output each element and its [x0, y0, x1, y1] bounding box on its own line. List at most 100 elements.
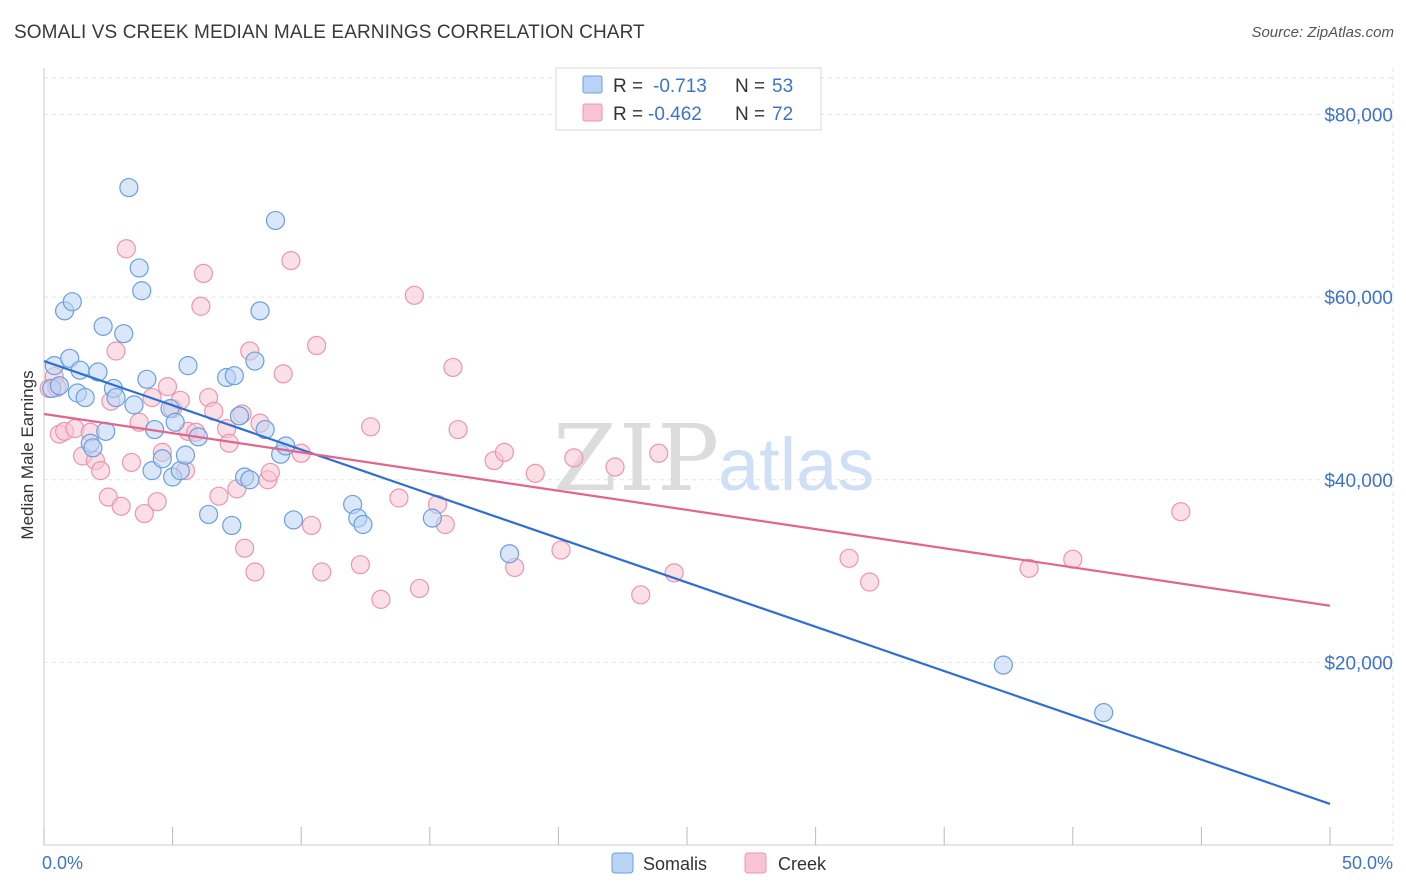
watermark: ZIP atlas [553, 405, 874, 512]
somalis-point [165, 412, 185, 432]
creek-point [409, 578, 430, 599]
creek-point [312, 562, 332, 582]
creek-point [116, 239, 136, 259]
creek-point [448, 419, 468, 440]
creek-point [307, 335, 327, 356]
somalis-point [422, 508, 442, 528]
somalis-point [499, 544, 520, 564]
creek-point [1171, 502, 1191, 522]
creek-point [273, 364, 293, 384]
somalis-point [1094, 703, 1114, 723]
bottom-legend-somalis: Somalis [643, 854, 707, 874]
somalis-point [245, 351, 265, 371]
source-label: Source: ZipAtlas.com [1251, 24, 1394, 41]
creek-point [631, 585, 651, 605]
legend-n-label-2: N = [735, 104, 765, 125]
somalis-point [49, 376, 70, 396]
somalis-point [255, 419, 275, 440]
chart-title: SOMALI VS CREEK MEDIAN MALE EARNINGS COR… [14, 22, 645, 43]
somalis-point [240, 470, 260, 490]
somalis-trend-line [43, 360, 1331, 805]
series-legend: Somalis Creek [611, 852, 827, 874]
somalis-point [222, 515, 242, 536]
creek-point [443, 357, 463, 378]
trend-lines [43, 360, 1331, 805]
somalis-point [114, 324, 134, 344]
creek-point [191, 296, 211, 316]
legend-r-value-1: -0.713 [653, 76, 707, 97]
creek-point [121, 452, 142, 473]
y-tick-label: $80,000 [1324, 106, 1393, 127]
creek-point [209, 486, 229, 506]
somalis-point [224, 366, 244, 386]
creek-point [860, 572, 880, 592]
creek-trend-line [43, 412, 1331, 607]
somalis-point [83, 438, 103, 458]
creek-point [494, 442, 514, 462]
bottom-swatch-creek [744, 852, 767, 874]
creek-point [525, 463, 545, 483]
somalis-points [42, 177, 1114, 723]
somalis-point [132, 281, 152, 301]
somalis-point [137, 369, 157, 389]
creek-point [551, 540, 571, 560]
creek-point [389, 488, 409, 508]
creek-point [235, 538, 255, 558]
correlation-legend: R = -0.713 N = 53 R = -0.462 N = 72 [555, 67, 822, 131]
y-tick-label: $20,000 [1324, 653, 1393, 674]
legend-r-label-1: R = [613, 76, 643, 97]
y-axis-title: Median Male Earnings [18, 370, 37, 539]
legend-n-value-2: 72 [772, 104, 793, 125]
y-tick-labels: $20,000 $40,000 $60,000 $80,000 [1324, 106, 1393, 675]
legend-r-label-2: R = [613, 104, 643, 125]
creek-point [371, 589, 391, 609]
legend-n-label-1: N = [735, 76, 765, 97]
y-tick-label: $40,000 [1324, 471, 1393, 492]
creek-point [193, 263, 214, 284]
somalis-point [175, 445, 196, 465]
creek-point [281, 251, 301, 271]
creek-point [564, 448, 584, 468]
creek-point [106, 341, 126, 361]
legend-swatch-creek [582, 103, 603, 122]
creek-point [404, 285, 424, 305]
creek-point [134, 503, 154, 524]
creek-point [649, 443, 669, 463]
somalis-point [119, 177, 139, 198]
creek-point [157, 377, 178, 397]
somalis-point [124, 395, 144, 415]
somalis-point [152, 449, 172, 469]
creek-point [90, 461, 111, 481]
bottom-legend-creek: Creek [778, 854, 827, 874]
creek-point [245, 562, 265, 582]
creek-point [839, 548, 859, 568]
x-tick-label-min: 0.0% [42, 853, 83, 873]
somalis-point [129, 258, 149, 278]
creek-point [1019, 558, 1039, 578]
x-tick-labels: 0.0% 50.0% [42, 853, 1393, 873]
creek-point [350, 555, 370, 575]
somalis-point [250, 301, 270, 321]
legend-r-value-2: -0.462 [648, 104, 702, 125]
legend-swatch-somalis [582, 75, 603, 94]
legend-n-value-1: 53 [772, 76, 793, 97]
somalis-point [993, 655, 1013, 675]
somalis-point [93, 316, 113, 336]
creek-point [147, 492, 167, 512]
somalis-point [75, 387, 95, 408]
creek-point [111, 496, 131, 516]
somalis-point [353, 514, 373, 535]
watermark-atlas: atlas [718, 423, 874, 506]
somalis-point [62, 292, 82, 312]
somalis-point [283, 510, 304, 530]
somalis-point [106, 387, 126, 408]
somalis-point [265, 210, 286, 231]
creek-point [301, 515, 322, 536]
somalis-point [178, 356, 198, 376]
somalis-point [199, 504, 219, 525]
x-tick-label-max: 50.0% [1342, 853, 1393, 873]
somalis-point [88, 362, 108, 382]
y-tick-label: $60,000 [1324, 288, 1393, 309]
creek-point [260, 462, 280, 483]
